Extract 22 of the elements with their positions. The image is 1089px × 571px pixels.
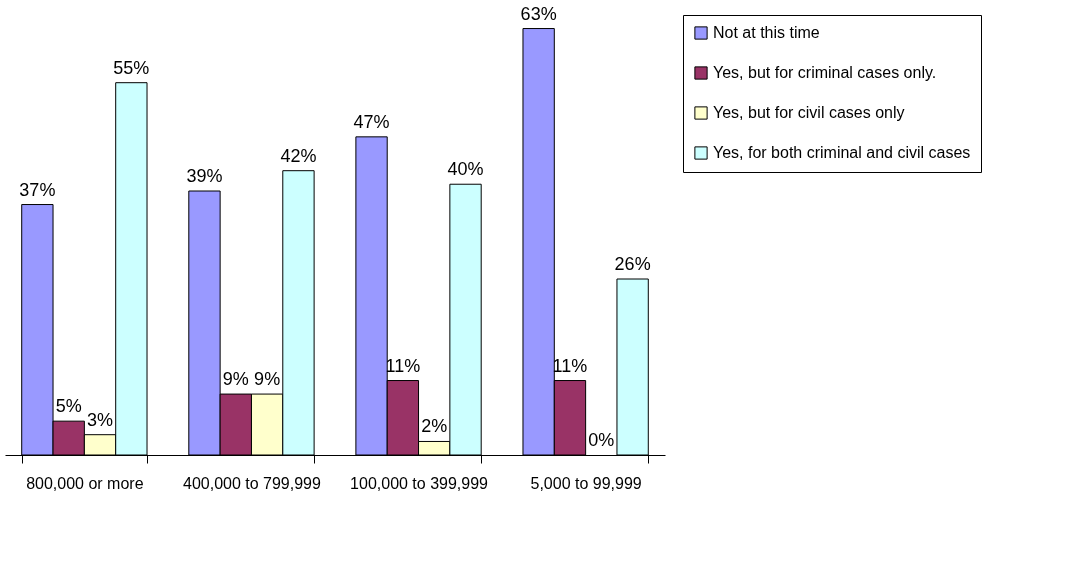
legend-label: Not at this time [713,24,820,41]
x-tick-label: 5,000 to 99,999 [530,474,642,492]
x-tick-label: 100,000 to 399,999 [350,474,489,492]
legend-label: Yes, but for criminal cases only. [713,64,937,81]
data-label: 37% [19,179,56,200]
data-label: 0% [588,430,615,450]
x-tick-label: 800,000 or more [26,474,144,492]
legend-label: Yes, for both criminal and civil cases [713,144,971,161]
legend-label: Yes, but for civil cases only [713,104,905,121]
data-label: 63% [520,3,557,24]
data-label: 42% [280,145,317,166]
data-label: 5% [55,396,82,417]
data-label: 55% [113,57,150,78]
data-label: 9% [254,369,281,390]
data-label: 40% [447,159,484,180]
data-label: 47% [353,111,390,132]
data-label: 9% [222,369,249,390]
data-label: 39% [186,166,223,186]
data-label: 26% [614,254,651,274]
x-tick-label: 400,000 to 799,999 [183,474,322,492]
data-label: 2% [421,416,448,437]
data-label: 3% [87,409,114,430]
